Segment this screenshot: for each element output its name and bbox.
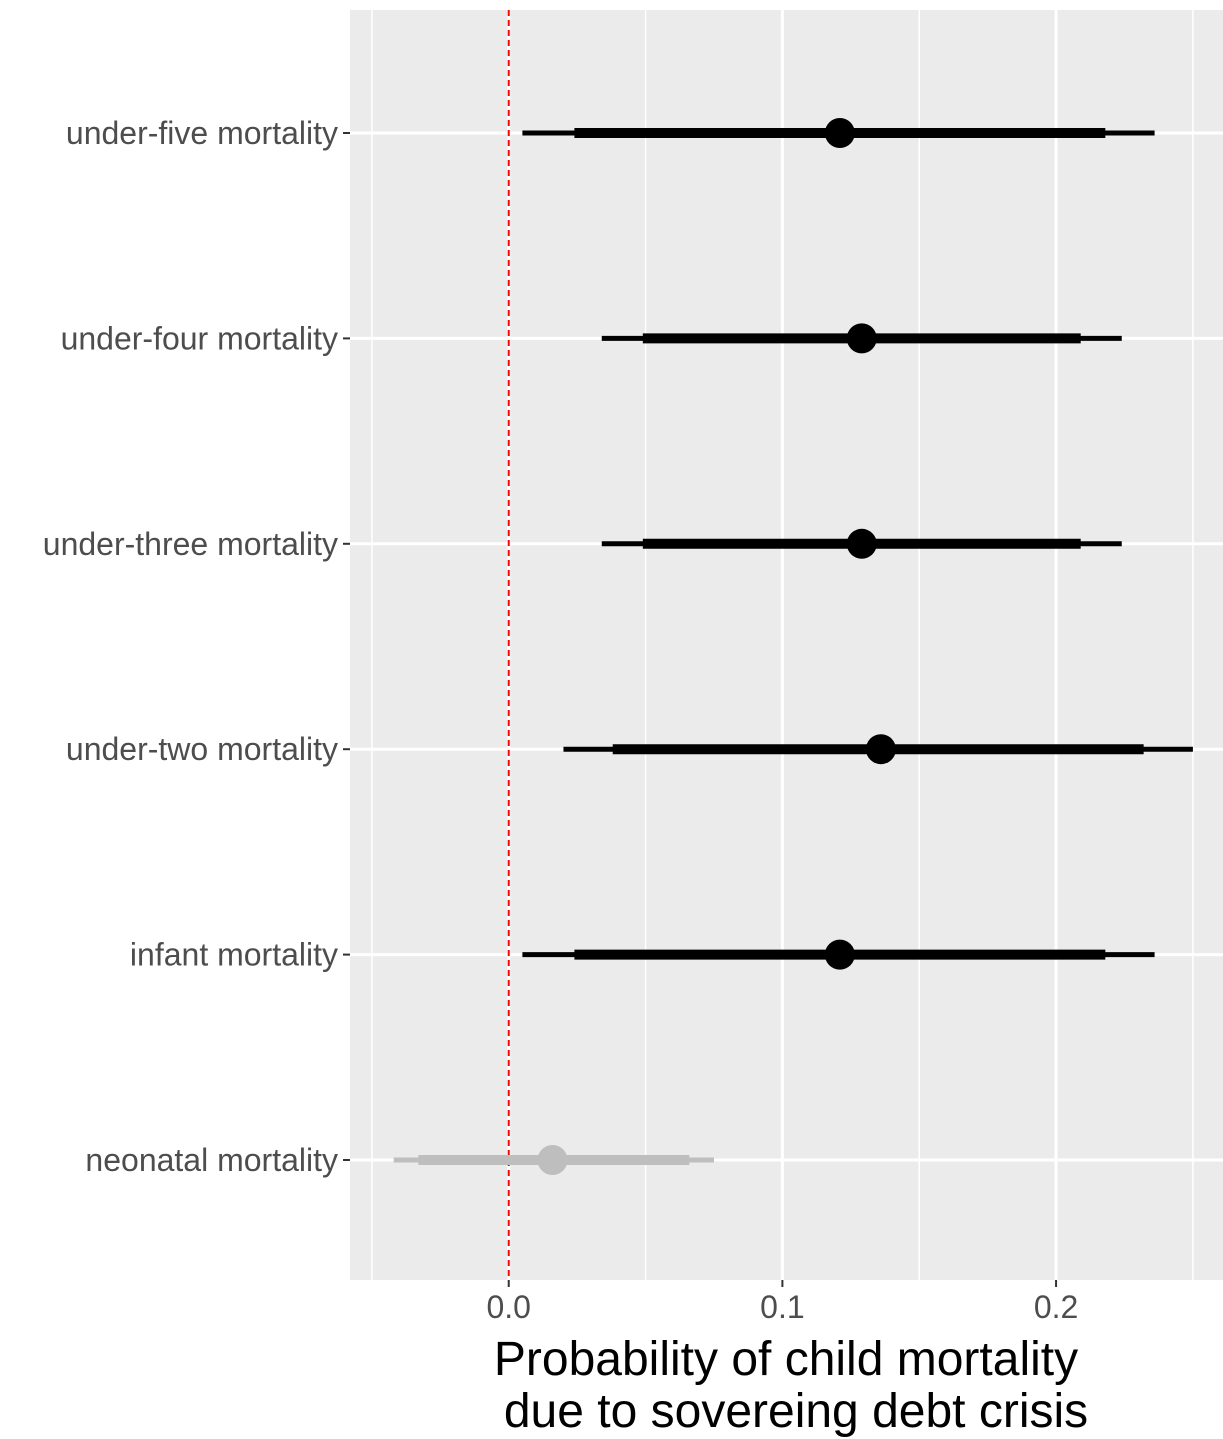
x-axis-ticks: 0.0 0.1 0.2 xyxy=(486,1280,1078,1325)
interval-group xyxy=(563,734,1193,765)
y-axis-labels: under-five mortality under-four mortality… xyxy=(43,115,350,1178)
y-tick-label: under-three mortality xyxy=(43,526,338,562)
y-tick-label: under-four mortality xyxy=(61,320,338,356)
y-tick-label: under-five mortality xyxy=(66,115,338,151)
point-estimate xyxy=(865,734,896,765)
point-estimate xyxy=(537,1145,568,1175)
interval-group xyxy=(601,528,1122,559)
point-estimate xyxy=(846,528,877,559)
point-estimate xyxy=(824,118,855,148)
point-estimate xyxy=(846,323,877,354)
x-axis-title-line-1: Probability of child mortality xyxy=(494,1333,1078,1386)
x-tick-label: 0.1 xyxy=(760,1289,804,1325)
x-tick-label: 0.0 xyxy=(486,1289,530,1325)
intervals xyxy=(393,118,1193,1175)
y-tick-label: under-two mortality xyxy=(66,731,338,767)
plot-panel xyxy=(350,10,1223,1280)
y-tick-label: infant mortality xyxy=(130,937,338,973)
interval-group xyxy=(601,323,1122,354)
y-tick-label: neonatal mortality xyxy=(85,1142,338,1178)
x-axis-title-line-2: due to sovereing debt crisis xyxy=(504,1385,1088,1438)
interval-group xyxy=(522,939,1155,970)
point-estimate xyxy=(824,939,855,970)
interval-group xyxy=(522,118,1155,148)
minor-gridlines xyxy=(371,10,1194,1280)
interval-group xyxy=(393,1145,714,1175)
x-tick-label: 0.2 xyxy=(1034,1289,1078,1325)
